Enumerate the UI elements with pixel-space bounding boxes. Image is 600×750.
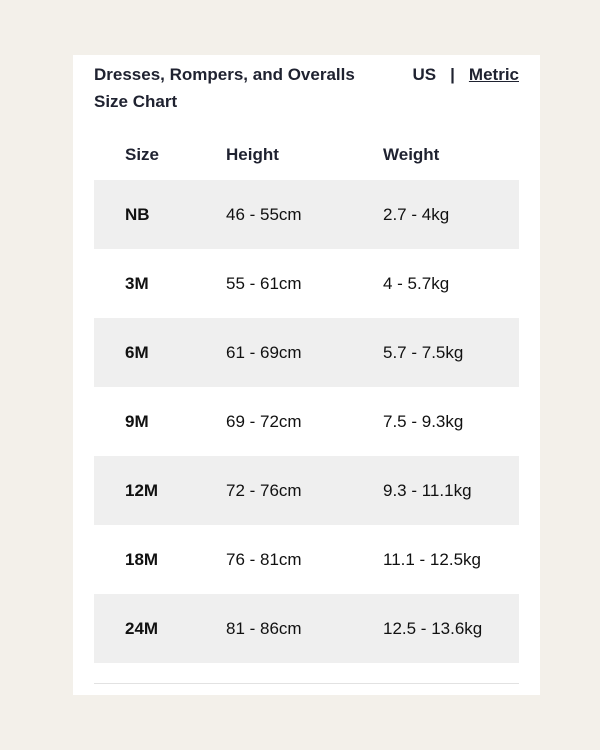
cell-weight: 9.3 - 11.1kg xyxy=(383,456,519,525)
table-header-row: Size Height Weight xyxy=(94,130,519,180)
table-row: 18M 76 - 81cm 11.1 - 12.5kg xyxy=(94,525,519,594)
cell-weight: 7.5 - 9.3kg xyxy=(383,411,464,431)
column-header-height: Height xyxy=(226,145,279,164)
table-row: 24M 81 - 86cm 12.5 - 13.6kg xyxy=(94,594,519,663)
divider xyxy=(94,683,519,684)
size-table: Size Height Weight NB 46 - 55cm 2.7 - 4kg 3… xyxy=(94,130,519,663)
column-header-size: Size xyxy=(125,145,160,164)
cell-size: 6M xyxy=(94,318,226,387)
cell-height: 81 - 86cm xyxy=(226,594,383,663)
cell-height: 55 - 61cm xyxy=(226,273,302,293)
cell-weight: 12.5 - 13.6kg xyxy=(383,594,519,663)
cell-size: NB xyxy=(94,180,226,249)
table-row: 12M 72 - 76cm 9.3 - 11.1kg xyxy=(94,456,519,525)
cell-size: 3M xyxy=(125,273,149,293)
cell-weight: 2.7 - 4kg xyxy=(383,180,519,249)
cell-height: 69 - 72cm xyxy=(226,411,302,431)
table-row: 3M 55 - 61cm 4 - 5.7kg xyxy=(94,249,519,318)
cell-height: 76 - 81cm xyxy=(226,549,302,569)
cell-size: 12M xyxy=(94,456,226,525)
column-header-weight: Weight xyxy=(383,145,440,164)
table-row: NB 46 - 55cm 2.7 - 4kg xyxy=(94,180,519,249)
unit-metric-button[interactable]: Metric xyxy=(468,65,519,84)
cell-height: 72 - 76cm xyxy=(226,456,383,525)
cell-weight: 11.1 - 12.5kg xyxy=(383,549,481,569)
cell-size: 18M xyxy=(125,549,159,569)
unit-toggle: US | Metric xyxy=(413,61,519,88)
cell-size: 9M xyxy=(125,411,149,431)
chart-title: Dresses, Rompers, and Overalls Size Char… xyxy=(94,65,355,111)
cell-weight: 4 - 5.7kg xyxy=(383,273,450,293)
table-row: 9M 69 - 72cm 7.5 - 9.3kg xyxy=(94,387,519,456)
table-row: 6M 61 - 69cm 5.7 - 7.5kg xyxy=(94,318,519,387)
cell-height: 46 - 55cm xyxy=(226,180,383,249)
cell-weight: 5.7 - 7.5kg xyxy=(383,318,519,387)
cell-size: 24M xyxy=(94,594,226,663)
size-chart-card: Dresses, Rompers, and Overalls Size Char… xyxy=(73,55,540,695)
unit-separator: | xyxy=(450,65,455,84)
cell-height: 61 - 69cm xyxy=(226,318,383,387)
unit-us-button[interactable]: US xyxy=(412,65,437,84)
